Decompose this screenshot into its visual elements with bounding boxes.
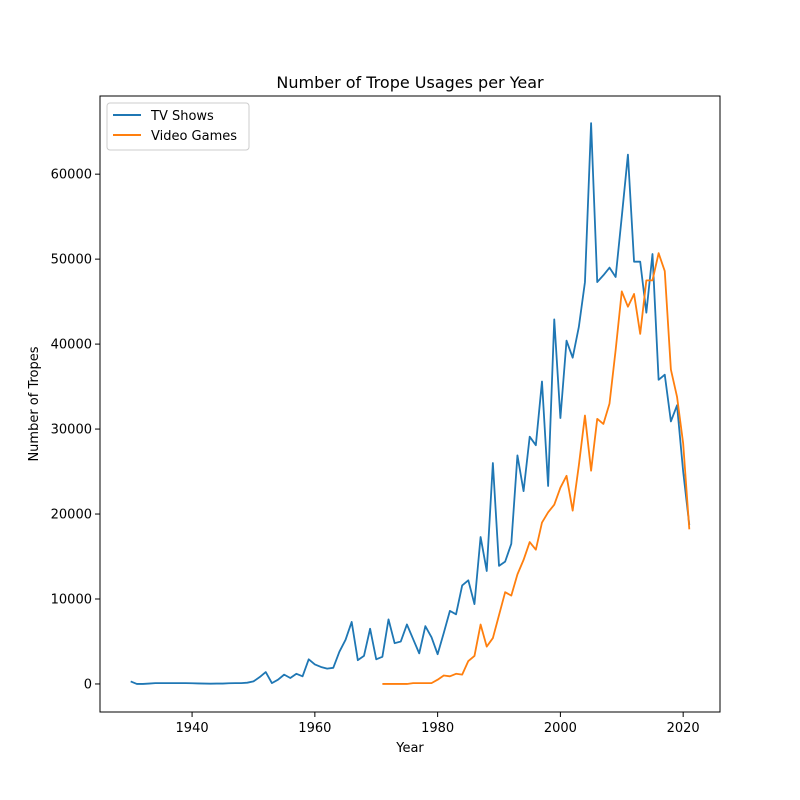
y-tick-label: 0 <box>84 677 92 692</box>
legend-frame <box>106 102 250 151</box>
legend: TV Shows Video Games <box>106 102 250 151</box>
x-tick-label: 1960 <box>298 721 331 736</box>
legend-label-tv-shows: TV Shows <box>150 109 214 124</box>
chart-title: Number of Trope Usages per Year <box>276 73 544 92</box>
y-tick-label: 60000 <box>51 168 92 183</box>
y-axis-ticks: 0 10000 20000 30000 40000 50000 60000 <box>51 168 100 692</box>
y-tick-label: 30000 <box>51 423 92 438</box>
x-axis-label: Year <box>395 741 424 756</box>
x-tick-label: 2020 <box>667 721 700 736</box>
plot-frame <box>99 95 721 713</box>
legend-label-video-games: Video Games <box>151 129 237 144</box>
x-tick-label: 1980 <box>421 721 454 736</box>
series-line-tv-shows <box>130 122 691 685</box>
series-line-video-games <box>382 252 691 685</box>
y-axis-label: Number of Tropes <box>27 346 42 461</box>
x-tick-label: 2000 <box>544 721 577 736</box>
x-axis-ticks: 1940 1960 1980 2000 2020 <box>176 712 700 736</box>
y-tick-label: 20000 <box>51 508 92 523</box>
x-tick-label: 1940 <box>176 721 209 736</box>
y-tick-label: 40000 <box>51 338 92 353</box>
y-tick-label: 50000 <box>51 253 92 268</box>
series-layer <box>130 122 691 685</box>
y-tick-label: 10000 <box>51 592 92 607</box>
